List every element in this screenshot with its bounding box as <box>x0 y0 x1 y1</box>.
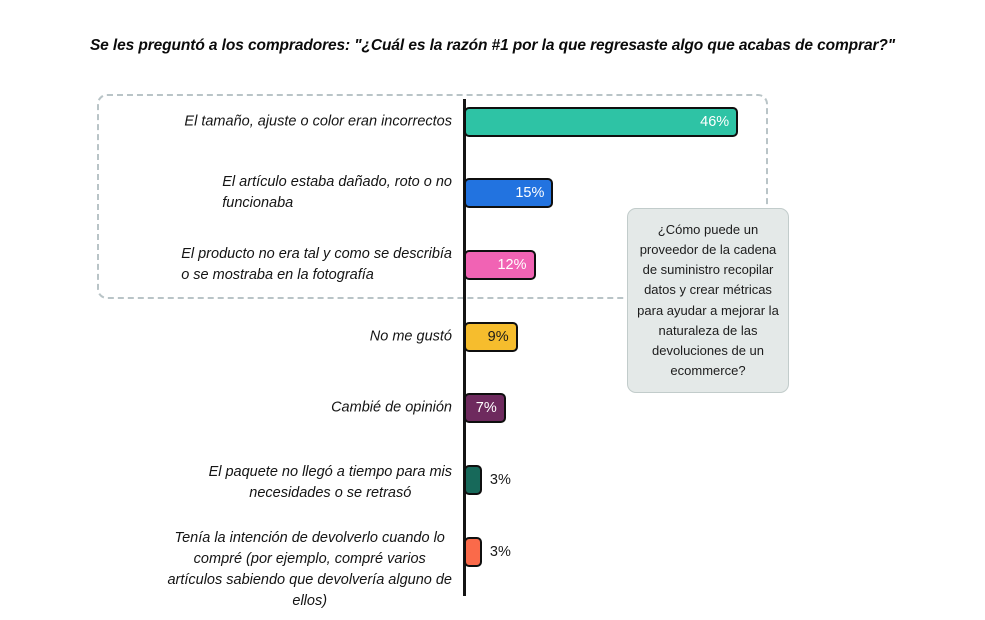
bar: 7% <box>464 393 506 424</box>
chart-title: Se les preguntó a los compradores: "¿Cuá… <box>89 37 896 54</box>
bar: 12% <box>464 249 536 280</box>
bar-category-label: El artículo estaba dañado, roto o no fun… <box>222 174 452 212</box>
bar-value-label: 3% <box>489 543 511 560</box>
bar-value-label: 3% <box>489 472 511 488</box>
bar-category-label: No me gustó <box>369 328 452 345</box>
bar-category-label: Cambié de opinión <box>331 399 452 416</box>
bar-value-label: 15% <box>515 185 545 202</box>
bar-category-label: El producto no era tal y como se describ… <box>181 245 452 283</box>
callout-box: ¿Cómo puede un proveedor de la cadena de… <box>627 208 789 393</box>
bar-value-label: 12% <box>497 256 527 273</box>
bar: 3% <box>464 536 511 567</box>
bar: 46% <box>464 106 739 137</box>
top-reasons-dashed-outline <box>97 94 768 299</box>
bar-value-label: 46% <box>700 113 730 130</box>
bar: 9% <box>464 321 518 352</box>
bar-value-label: 9% <box>487 328 509 345</box>
bar-value-label: 7% <box>475 400 497 417</box>
bar-category-label: Tenía la intención de devolverlo cuando … <box>167 529 452 609</box>
callout-text: ¿Cómo puede un proveedor de la cadena de… <box>637 221 779 378</box>
bar-category-label: El tamaño, ajuste o color eran incorrect… <box>184 112 452 129</box>
bar: 3% <box>464 465 511 495</box>
bar: 15% <box>464 178 554 209</box>
bar-category-label: El paquete no llegó a tiempo para mis ne… <box>208 463 452 501</box>
